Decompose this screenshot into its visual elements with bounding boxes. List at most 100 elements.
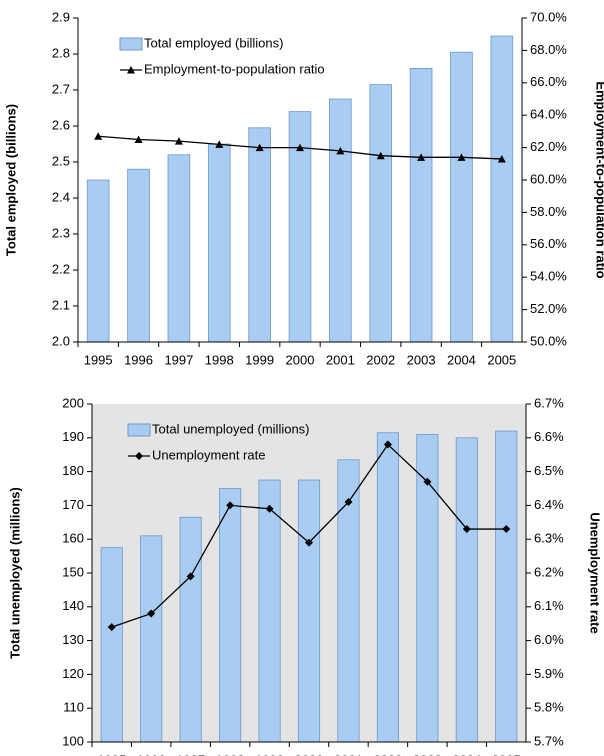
y-tick-label: 150 <box>62 564 84 579</box>
line-marker <box>344 498 353 507</box>
x-tick-label: 2000 <box>286 352 315 367</box>
bar <box>140 535 163 743</box>
line-marker <box>127 66 135 74</box>
x-tick-label: 1995 <box>97 752 126 756</box>
x-tick-label: 1999 <box>245 352 274 367</box>
x-tick-label: 1996 <box>124 352 153 367</box>
x-tick-label: 1995 <box>84 352 113 367</box>
bar <box>258 479 281 743</box>
y-tick-label: 2.7 <box>52 81 70 96</box>
line-marker <box>305 538 313 547</box>
line-marker <box>497 154 506 163</box>
y-tick-label: 2.9 <box>52 9 70 24</box>
y2-tick-label: 68.0% <box>530 42 567 57</box>
y-tick-label: 120 <box>62 666 84 681</box>
bar <box>409 68 433 343</box>
legend-swatch <box>119 37 143 51</box>
line-marker <box>215 140 224 148</box>
legend-label: Total employed (billions) <box>144 35 283 50</box>
line-marker <box>265 504 274 513</box>
x-tick-label: 2003 <box>413 752 442 756</box>
y2-tick-label: 66.0% <box>530 74 567 89</box>
x-tick-label: 2004 <box>452 752 481 756</box>
y-tick-label: 160 <box>62 531 84 546</box>
y-tick-label: 180 <box>62 463 84 478</box>
line-marker <box>296 143 304 152</box>
y-tick-label: 2.4 <box>52 189 70 204</box>
line-marker <box>457 153 466 161</box>
bar <box>376 432 399 743</box>
legend-label: Unemployment rate <box>152 447 265 462</box>
x-tick-label: 2005 <box>487 352 516 367</box>
y2-tick-label: 6.0% <box>534 632 564 647</box>
x-tick-label: 2005 <box>492 752 521 756</box>
line-marker <box>107 623 116 632</box>
y-tick-label: 170 <box>62 497 84 512</box>
line-marker <box>94 132 103 140</box>
line-marker <box>376 151 385 160</box>
line-marker <box>226 501 235 510</box>
y2-tick-label: 56.0% <box>530 236 567 251</box>
y2-tick-label: 6.6% <box>534 429 564 444</box>
line-marker <box>383 440 392 449</box>
y2-tick-label: 54.0% <box>530 269 567 284</box>
bar <box>369 84 393 343</box>
y2-tick-label: 64.0% <box>530 107 567 122</box>
y-tick-label: 190 <box>62 429 84 444</box>
bar <box>179 516 202 743</box>
bar <box>248 127 271 343</box>
legend-swatch <box>127 423 151 437</box>
y-tick-label: 2.8 <box>52 45 70 60</box>
y2-tick-label: 6.5% <box>534 463 564 478</box>
line-marker <box>462 525 471 534</box>
bar <box>100 547 123 743</box>
line-marker <box>186 572 195 581</box>
x-tick-label: 1998 <box>205 352 234 367</box>
bar <box>207 143 231 343</box>
y2-tick-label: 6.7% <box>534 395 564 410</box>
line-marker <box>255 143 264 152</box>
x-tick-label: 2002 <box>366 352 395 367</box>
y-tick-label: 130 <box>62 632 84 647</box>
x-tick-label: 2001 <box>326 352 355 367</box>
y2-tick-label: 70.0% <box>530 9 567 24</box>
bar <box>167 154 191 343</box>
y2-tick-label: 5.9% <box>534 666 564 681</box>
y2-axis-title: Unemployment rate <box>588 512 603 633</box>
y-tick-label: 2.0 <box>52 333 70 348</box>
y2-tick-label: 6.3% <box>534 531 564 546</box>
line-marker <box>174 137 183 145</box>
bar <box>127 168 150 343</box>
bar <box>219 488 242 743</box>
y2-tick-label: 5.7% <box>534 733 564 748</box>
x-tick-label: 1999 <box>255 752 284 756</box>
y-tick-label: 100 <box>62 733 84 748</box>
x-tick-label: 1997 <box>164 352 193 367</box>
y2-tick-label: 6.2% <box>534 564 564 579</box>
x-tick-label: 1996 <box>137 752 166 756</box>
y-tick-label: 140 <box>62 598 84 613</box>
y-tick-label: 2.6 <box>52 117 70 132</box>
x-tick-label: 1998 <box>216 752 245 756</box>
x-tick-label: 2002 <box>373 752 402 756</box>
bar <box>490 35 514 343</box>
y2-tick-label: 5.8% <box>534 700 564 715</box>
legend-label: Total unemployed (millions) <box>152 421 310 436</box>
y2-tick-label: 58.0% <box>530 204 567 219</box>
line-marker <box>147 609 156 618</box>
bar <box>455 437 478 743</box>
y2-tick-label: 6.1% <box>534 598 564 613</box>
bar <box>329 98 352 343</box>
bar <box>495 430 518 743</box>
y-axis-title: Total unemployed (millions) <box>7 487 22 659</box>
y2-axis-title: Employment-to-population ratio <box>594 81 604 278</box>
line-marker <box>417 153 426 161</box>
y2-tick-label: 60.0% <box>530 171 567 186</box>
y-tick-label: 2.3 <box>52 225 70 240</box>
bar <box>450 51 473 343</box>
x-tick-label: 2004 <box>447 352 476 367</box>
x-tick-label: 1997 <box>176 752 205 756</box>
y2-tick-label: 50.0% <box>530 333 567 348</box>
y-tick-label: 2.1 <box>52 297 70 312</box>
